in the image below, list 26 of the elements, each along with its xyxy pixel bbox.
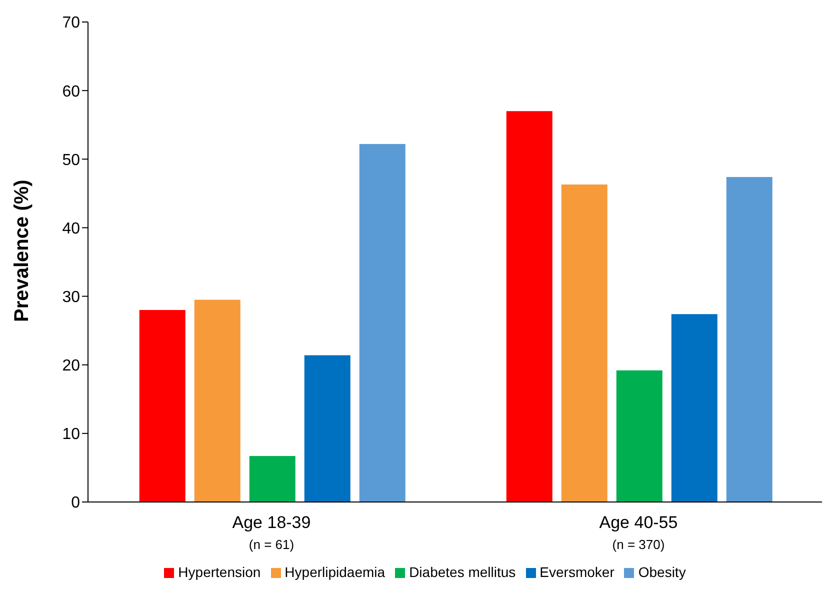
y-tick-label: 10 <box>62 426 80 444</box>
legend-label: Diabetes mellitus <box>409 564 516 580</box>
y-axis-title: Prevalence (%) <box>11 180 34 322</box>
legend-label: Obesity <box>638 564 686 580</box>
legend-label: Eversmoker <box>540 564 614 580</box>
bar <box>616 370 662 502</box>
x-tick-label: Age 18-39 (n = 61) <box>232 513 311 552</box>
y-tick-label: 0 <box>71 494 80 512</box>
y-tick-label: 50 <box>62 152 80 169</box>
bar <box>671 314 718 502</box>
y-tick-label: 20 <box>62 358 80 375</box>
legend-label: Hypertension <box>178 564 261 580</box>
bar <box>249 456 296 502</box>
bar <box>561 184 608 502</box>
y-tick-label: 60 <box>62 83 80 100</box>
bar <box>139 310 186 502</box>
bar <box>194 300 240 502</box>
y-tick-label: 30 <box>62 288 80 306</box>
bar <box>506 111 552 502</box>
legend-label: Hyperlipidaemia <box>284 564 386 580</box>
y-tick-label: 70 <box>62 14 80 32</box>
bar <box>726 176 772 502</box>
x-tick-label: Age 40-55 (n = 370) <box>599 513 678 552</box>
bar <box>304 355 350 502</box>
bar <box>359 144 406 502</box>
y-tick-label: 40 <box>62 220 80 238</box>
